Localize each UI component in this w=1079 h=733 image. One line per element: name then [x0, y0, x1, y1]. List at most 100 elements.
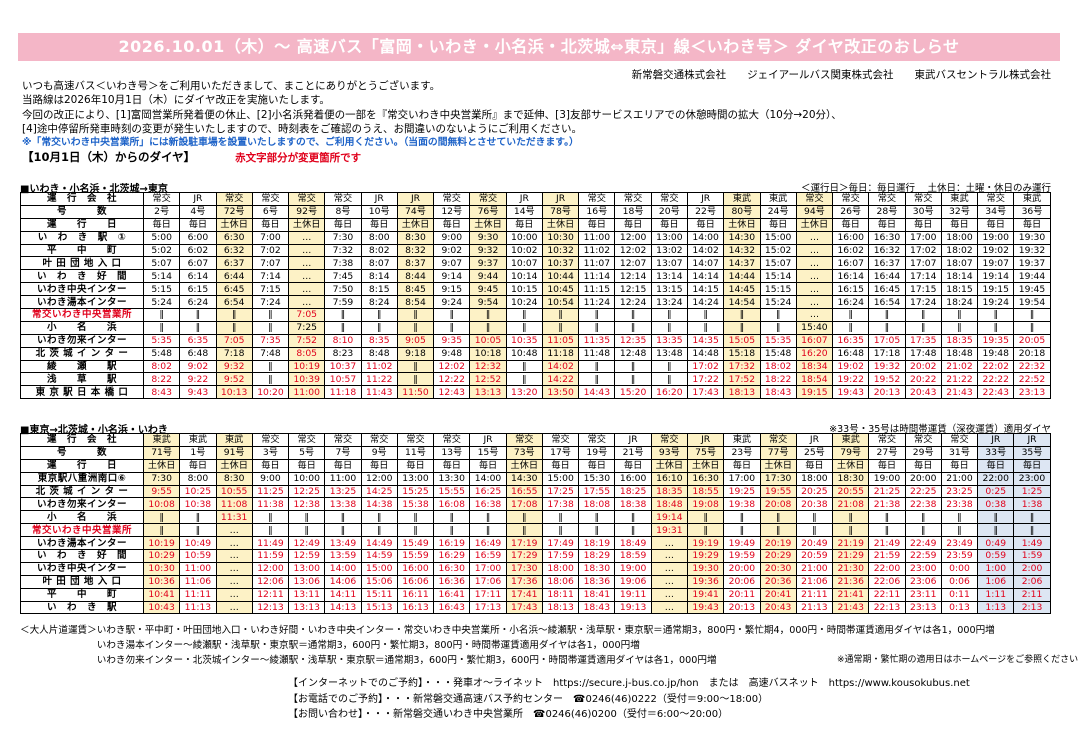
table-cell: 13:50	[541, 385, 580, 400]
table-cell: 17:00	[469, 561, 507, 576]
table-cell: 11:11	[179, 587, 217, 602]
table-cell: 17:24	[904, 295, 942, 310]
table-cell: 10:24	[505, 295, 543, 310]
table-cell: ‖	[977, 510, 1015, 525]
table-cell: …	[650, 549, 688, 563]
table-cell: 常交	[650, 433, 688, 447]
table-cell: 19:24	[977, 295, 1015, 310]
table-cell: 8:37	[396, 256, 435, 271]
table-cell: 10:54	[541, 295, 580, 310]
table-cell: 12:22	[433, 372, 471, 387]
row-label: 常交いわき中央営業所	[20, 308, 144, 322]
table-cell: 14:35	[686, 333, 725, 348]
table-cell: ‖	[832, 320, 870, 335]
row-label: 常交いわき中央営業所	[20, 523, 144, 538]
table-cell: 5:48	[142, 346, 181, 361]
table-cell: 16:08	[433, 497, 471, 512]
row-label: 東 京 駅 日 本 橋 口	[20, 385, 144, 400]
table-cell: 9:37	[469, 256, 507, 271]
table-cell: 20:49	[795, 536, 834, 551]
table-row: い わ き 好 間 10:29 10:59… 11:59 12:59 13:59 14:59…	[20, 549, 1051, 563]
table-cell: 1号	[179, 445, 217, 460]
table-cell: 13:48	[650, 346, 688, 361]
table-cell: 土休日	[650, 458, 688, 473]
table-cell: 24号	[759, 204, 797, 219]
table-cell: 23:13	[1013, 385, 1051, 400]
table-cell: 20:08	[759, 497, 797, 512]
table-cell: 19:06	[614, 574, 652, 589]
table-cell: 36号	[1013, 204, 1051, 219]
table-cell: 10:41	[142, 587, 181, 602]
table-cell: 14:30	[505, 471, 543, 486]
table-cell: 8:48	[360, 346, 398, 361]
intro-block: いつも高速バス＜いわき号＞をご利用いただきまして、まことにありがとうございます。…	[22, 79, 1062, 166]
table-cell: ‖	[324, 308, 362, 322]
table-cell: 11:31	[215, 510, 253, 525]
table-cell: 13:38	[324, 497, 362, 512]
table-cell: 8:30	[215, 471, 253, 486]
table-cell: 毎日	[1013, 458, 1051, 473]
table-cell: 78号	[541, 204, 580, 219]
table-cell: 毎日	[179, 458, 217, 473]
table-cell: 17:13	[469, 600, 507, 615]
row-label: いわき中央インター	[20, 561, 144, 576]
table-cell: 8:00	[179, 471, 217, 486]
table-cell: 19:59	[723, 549, 761, 563]
table-cell: 18:11	[541, 587, 580, 602]
table-cell: 20:41	[759, 587, 797, 602]
table-cell: 11:07	[578, 256, 616, 271]
contact-web[interactable]: 【インターネットでのご予約】・・・発車オ～ライネット https://secur…	[288, 678, 970, 689]
table-cell: 16:00	[832, 230, 870, 245]
table-cell: 15:00	[360, 561, 398, 576]
table-cell: 常交	[396, 433, 435, 447]
table-cell: ‖	[759, 308, 797, 322]
table-cell: ‖	[904, 510, 942, 525]
table-cell: ‖	[614, 523, 652, 538]
effective-date-label: 【10月1日（木）からのダイヤ】	[22, 150, 196, 165]
table-cell: 常交	[940, 433, 979, 447]
table-cell: 8:32	[396, 243, 435, 258]
table-cell: 1:06	[977, 574, 1015, 589]
table-cell: 11:02	[578, 243, 616, 258]
table-cell: 常交	[251, 433, 290, 447]
table-cell: ‖	[360, 523, 398, 538]
table-cell: 6:44	[215, 269, 253, 284]
row-label: 北 茨 城 イ ン タ ー	[20, 346, 144, 361]
table-cell: 19:48	[977, 346, 1015, 361]
table-cell: 17:35	[904, 333, 942, 348]
table-cell: 7:59	[324, 295, 362, 310]
table-cell: 13:13	[469, 385, 507, 400]
table-cell: 東武	[759, 192, 797, 206]
table-cell: 10:20	[251, 385, 290, 400]
table-cell: ‖	[251, 359, 290, 374]
table-cell: 土休日	[759, 458, 797, 473]
table-cell: 5号	[288, 445, 326, 460]
table-cell: 18:49	[614, 536, 652, 551]
parking-note: ※「常交いわき中央営業所」には新設駐車場を設置いたしますので、ご利用ください。（…	[22, 137, 579, 149]
table-cell: 6:35	[179, 333, 217, 348]
table-cell: 15:05	[723, 333, 761, 348]
table-cell: 21:59	[868, 549, 906, 563]
table-cell: 11:18	[324, 385, 362, 400]
table-cell: 9:05	[396, 333, 435, 348]
table-cell: 13:24	[650, 295, 688, 310]
table-cell: 8:43	[142, 385, 181, 400]
table-cell: 10:19	[288, 359, 326, 374]
table-cell: ‖	[832, 510, 870, 525]
table-cell: ‖	[505, 372, 543, 387]
table-cell: 14:25	[360, 484, 398, 499]
table-cell: …	[215, 549, 253, 563]
table-cell: 10:05	[469, 333, 507, 348]
table-cell: 9:00	[433, 230, 471, 245]
row-label: 叶 田 団 地 入 口	[20, 574, 144, 589]
table-cell: ‖	[142, 523, 181, 538]
table-cell: 常交	[795, 192, 834, 206]
table-cell: 16:13	[396, 600, 435, 615]
table-cell: ‖	[396, 320, 435, 335]
table-cell: 4号	[179, 204, 217, 219]
table-cell: ‖	[795, 510, 834, 525]
table-cell: JR	[360, 192, 398, 206]
table-cell: 17:55	[578, 484, 616, 499]
table-cell: 16:30	[433, 561, 471, 576]
table-cell: 18:41	[578, 587, 616, 602]
